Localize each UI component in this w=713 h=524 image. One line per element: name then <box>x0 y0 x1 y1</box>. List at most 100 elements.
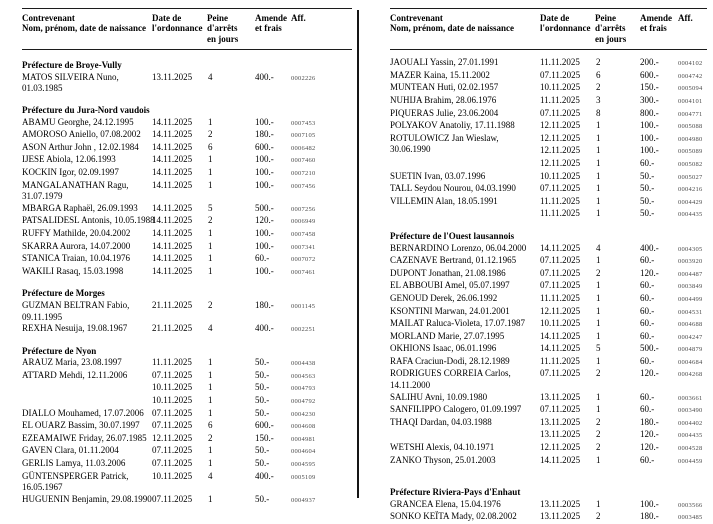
fine-amount: 60.- <box>640 404 655 415</box>
ordinance-date: 14.11.2025 <box>152 154 193 165</box>
table-row: WETSHI Alexis, 04.10.1971 12.11.2025 2 120.… <box>390 442 707 455</box>
arrest-days: 6 <box>208 141 213 152</box>
offender-name: GUZMAN BELTRAN Fabio, 09.11.1995 <box>22 300 152 323</box>
case-number: 0007105 <box>291 132 316 140</box>
case-number: 0004563 <box>291 372 316 380</box>
arrest-days: 5 <box>208 202 213 213</box>
offender-name: GERLIS Lamya, 11.03.2006 <box>22 458 152 471</box>
arrest-days: 1 <box>596 454 601 465</box>
case-number: 0007210 <box>291 169 316 177</box>
table-row: NUHIJA Brahim, 28.06.1976 11.11.2025 3 300.… <box>390 95 707 108</box>
case-number: 0004981 <box>291 435 316 443</box>
offender-name: SUETIN Ivan, 03.07.1996 <box>390 171 540 184</box>
ordinance-date: 13.11.2025 <box>540 416 581 427</box>
case-number: 0004102 <box>678 60 703 68</box>
offender-name-line: STANICA Traian, 10.04.1976 <box>22 253 131 264</box>
arrest-days: 1 <box>208 154 213 165</box>
table-row: GAVEN Clara, 01.11.2004 07.11.2025 1 50.- 00… <box>22 445 352 458</box>
offender-name-line: ABAMU Georghe, 24.12.1995 <box>22 116 134 127</box>
ordinance-date: 14.11.2025 <box>152 179 193 190</box>
fine-amount: 50.- <box>640 170 655 181</box>
arrest-days: 1 <box>208 265 213 276</box>
fine-amount: 60.- <box>255 253 270 264</box>
fine-amount: 120.- <box>640 442 659 453</box>
arrest-days: 1 <box>208 227 213 238</box>
col-header-date-line2: l'ordonnance <box>152 23 203 34</box>
offender-name: HUGUENIN Benjamin, 29.08.1990 <box>22 494 152 507</box>
arrest-days: 1 <box>208 166 213 177</box>
table-row: ZANKO Thyson, 25.01.2003 14.11.2025 1 60.- 0… <box>390 455 707 468</box>
col-header-date-line1: Date de <box>540 13 570 23</box>
offender-name: PIQUERAS Julie, 23.06.2004 <box>390 108 540 121</box>
arrest-days: 2 <box>596 82 601 93</box>
ordinance-date: 07.11.2025 <box>152 420 193 431</box>
ordinance-date: 13.11.2025 <box>540 429 581 440</box>
offender-name-line: GUZMAN BELTRAN Fabio, <box>22 299 130 310</box>
prefecture-block: Préfecture de Broye-Vully MATOS SILVEIRA … <box>22 60 352 95</box>
fine-amount: 100.- <box>255 166 274 177</box>
ordinance-date: 10.11.2025 <box>152 395 193 406</box>
arrest-days: 1 <box>596 145 601 156</box>
col-header-peine-line2: d'arrêts <box>207 23 238 34</box>
fine-amount: 800.- <box>640 107 659 118</box>
case-number: 0007072 <box>291 256 316 264</box>
fine-amount: 60.- <box>640 157 655 168</box>
table-row: AMOROSO Aniello, 07.08.2002 14.11.2025 2 18… <box>22 129 352 142</box>
ordinance-date: 13.11.2025 <box>152 71 193 82</box>
offender-name-line: REXHA Nesuija, 19.08.1967 <box>22 323 128 334</box>
col-header-amende: Amende et frais <box>640 13 678 44</box>
offender-name: MANGALANATHAN Ragu, 31.07.1979 <box>22 180 152 203</box>
offender-name: CAZENAVE Bertrand, 01.12.1965 <box>390 255 540 268</box>
case-number: 0004435 <box>678 432 703 440</box>
table-row: SANFILIPPO Calogero, 01.09.1997 07.11.202… <box>390 404 707 417</box>
offender-name-line: KSONTINI Marwan, 24.01.2001 <box>390 305 510 316</box>
offender-name: GÜNTENSPERGER Patrick, 16.05.1967 <box>22 471 152 494</box>
offender-name: DUPONT Jonathan, 21.08.1986 <box>390 268 540 281</box>
prefecture-block: Préfecture Riviera-Pays d'Enhaut GRANCEA … <box>390 487 707 524</box>
case-number: 0004435 <box>678 211 703 219</box>
ordinance-date: 11.11.2025 <box>540 292 580 303</box>
arrest-days: 1 <box>208 369 213 380</box>
arrest-days: 1 <box>208 357 213 368</box>
fine-amount: 100.- <box>255 240 274 251</box>
offender-name-line: EL OUARZ Bassim, 30.07.1997 <box>22 420 140 431</box>
offender-name: THAQI Dardan, 04.03.1988 <box>390 417 540 442</box>
table-row: DIALLO Mouhamed, 17.07.2006 07.11.2025 1 50… <box>22 408 352 421</box>
case-number: 0004771 <box>678 110 703 118</box>
ordinance-date: 14.11.2025 <box>152 227 193 238</box>
fine-amount: 60.- <box>640 292 655 303</box>
ordinance-date: 13.11.2025 <box>540 498 581 509</box>
table-row: GUZMAN BELTRAN Fabio, 09.11.1995 21.11.202… <box>22 300 352 323</box>
offender-name-line: ROTULOWICZ Jan Wieslaw, <box>390 132 499 143</box>
case-number: 0003566 <box>678 501 703 509</box>
ordinance-date: 10.11.2025 <box>540 82 581 93</box>
case-number: 0004216 <box>678 186 703 194</box>
case-number: 0004499 <box>678 295 703 303</box>
case-number: 0004684 <box>678 358 703 366</box>
ordinance-date: 11.11.2025 <box>540 195 580 206</box>
case-number: 0004429 <box>678 198 703 206</box>
offender-name-line: THAQI Dardan, 04.03.1988 <box>390 416 492 427</box>
fine-amount: 100.- <box>255 265 274 276</box>
arrest-days: 1 <box>596 157 601 168</box>
prefecture-block: Préfecture de Nyon ARAUZ Maria, 23.08.199… <box>22 346 352 507</box>
ordinance-date: 07.11.2025 <box>152 458 193 469</box>
rows-container-right: JAOUALI Yassin, 27.01.1991 11.11.2025 2 200… <box>390 57 707 524</box>
arrest-days: 1 <box>208 458 213 469</box>
case-number: 0003485 <box>678 514 703 522</box>
case-number: 0007256 <box>291 205 316 213</box>
offender-name-line: RODRIGUES CORREIA Carlos, <box>390 368 511 379</box>
case-number: 0007460 <box>291 157 316 165</box>
fine-amount: 50.- <box>255 369 270 380</box>
case-number: 0005027 <box>678 173 703 181</box>
fine-amount: 120.- <box>640 267 659 278</box>
offender-birthdate-line: 01.03.1985 <box>22 83 63 94</box>
offender-name-line: BERNARDINO Lorenzo, 06.04.2000 <box>390 242 527 253</box>
ordinance-date: 14.11.2025 <box>540 330 581 341</box>
case-number: 0004402 <box>678 419 703 427</box>
case-number: 0004980 <box>678 135 703 143</box>
ordinance-date: 07.11.2025 <box>540 404 581 415</box>
offender-name: BERNARDINO Lorenzo, 06.04.2000 <box>390 243 540 256</box>
arrest-days: 1 <box>596 404 601 415</box>
case-number: 0005109 <box>291 473 316 481</box>
